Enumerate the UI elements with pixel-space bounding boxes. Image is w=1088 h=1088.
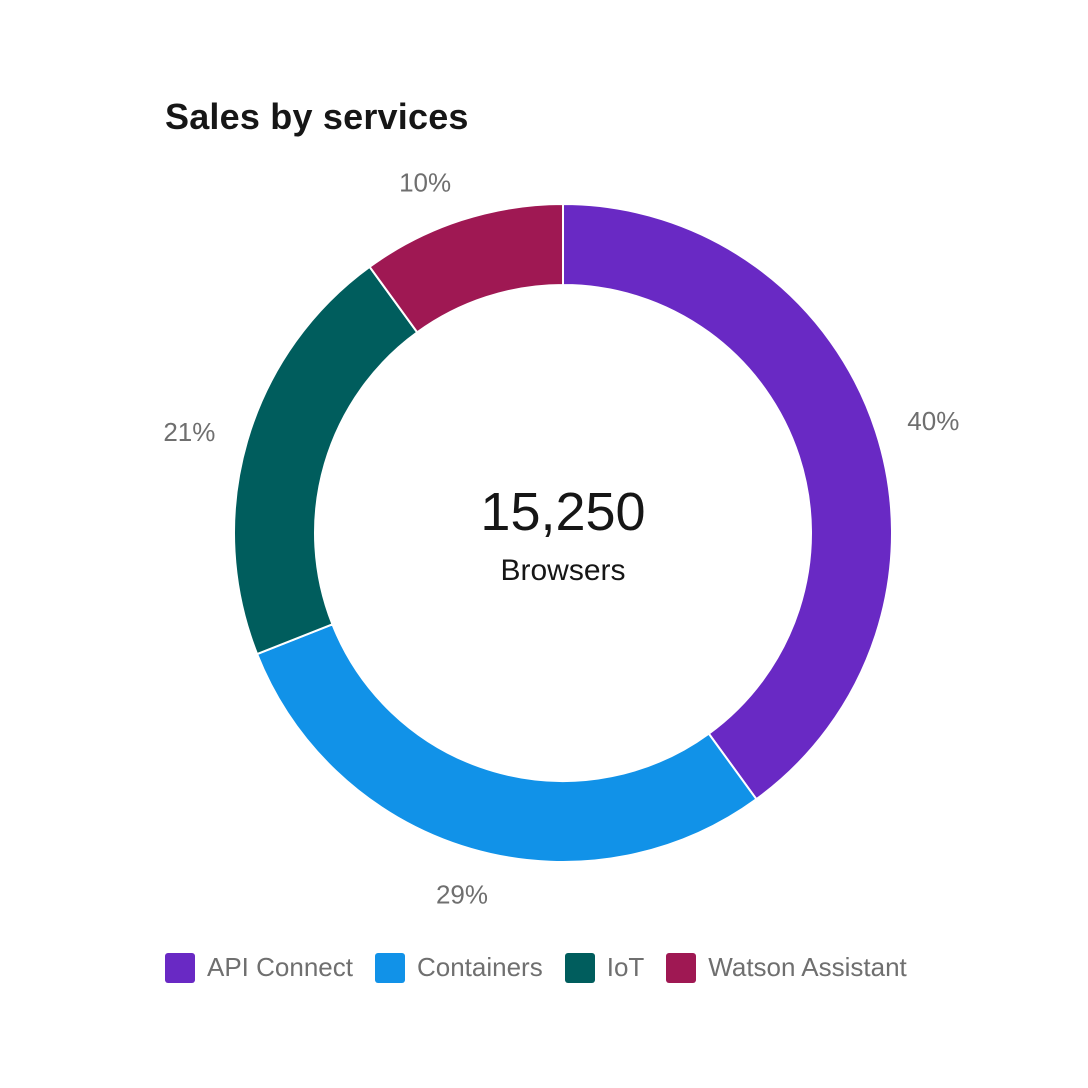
legend: API Connect Containers IoT Watson Assistant — [165, 952, 907, 983]
slice-label-containers: 29% — [436, 880, 488, 910]
legend-item-api-connect[interactable]: API Connect — [165, 952, 353, 983]
donut-slice-labels: 40% 29% 21% 10% — [163, 168, 959, 910]
chart-title: Sales by services — [165, 96, 469, 137]
legend-item-iot[interactable]: IoT — [564, 952, 645, 983]
donut-slice-watson-assistant[interactable] — [368, 202, 564, 334]
legend-item-watson-assistant[interactable]: Watson Assistant — [666, 952, 907, 983]
donut-slice-containers[interactable] — [255, 622, 758, 863]
legend-label: Watson Assistant — [708, 952, 907, 982]
center-label: Browsers — [500, 554, 625, 587]
legend-item-containers[interactable]: Containers — [374, 952, 543, 983]
slice-label-api-connect: 40% — [907, 406, 959, 436]
legend-label: API Connect — [207, 952, 353, 982]
center-value: 15,250 — [480, 482, 645, 542]
donut-slices — [233, 202, 893, 863]
donut-slice-api-connect[interactable] — [562, 202, 893, 801]
legend-swatch — [564, 952, 595, 983]
legend-label: Containers — [416, 952, 543, 982]
slice-label-watson-assistant: 10% — [399, 168, 451, 198]
legend-swatch — [374, 952, 405, 983]
legend-swatch — [165, 952, 195, 983]
legend-label: IoT — [606, 952, 645, 982]
slice-label-iot: 21% — [163, 417, 215, 447]
legend-swatch — [666, 952, 697, 983]
donut-slice-iot[interactable] — [233, 265, 419, 656]
